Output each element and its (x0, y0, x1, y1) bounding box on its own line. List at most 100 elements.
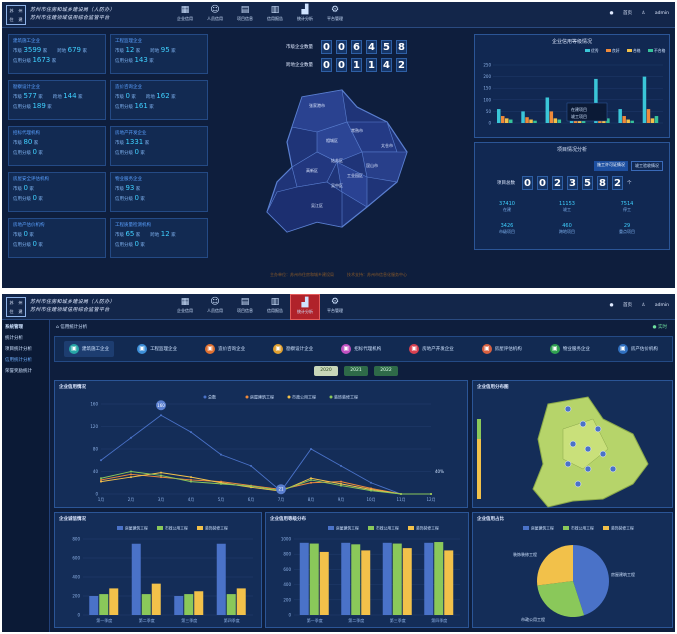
category-tab[interactable]: ▣ 建筑施工企业 (64, 341, 115, 357)
data-point[interactable] (340, 480, 342, 483)
data-point[interactable] (220, 482, 222, 485)
bar[interactable] (89, 596, 99, 615)
sidebar-item-credit-stats[interactable]: 信用统计分析 (5, 358, 32, 363)
nav-project-info[interactable]: ▤ 项目信息 (230, 2, 260, 28)
enterprise-card[interactable]: 建筑施工企业 市级 3599 家 跨地 679 家信用分级 1673 家 (8, 34, 106, 74)
sidebar-item-statistics[interactable]: 统计分析 (5, 336, 23, 341)
year-2022[interactable]: 2022 (374, 366, 398, 376)
bar[interactable] (577, 119, 582, 123)
bar[interactable] (521, 111, 525, 123)
sidebar-item-honor-stats[interactable]: 荣誉奖励统计 (5, 369, 32, 374)
bar[interactable] (351, 544, 361, 615)
data-point[interactable] (130, 476, 132, 479)
user-menu[interactable]: ♙ admin (641, 303, 669, 308)
category-tab[interactable]: ▣ 房屋评估机构 (477, 341, 527, 357)
data-point[interactable] (310, 478, 312, 481)
bar[interactable] (309, 543, 319, 615)
enterprise-card[interactable]: 房地产开发企业 市级 1331 家信用分级 0 家 (110, 126, 208, 166)
nav-project-info[interactable]: ▤ 项目信息 (230, 294, 260, 320)
construction-permit-tab[interactable]: 施工许可证情况 (594, 161, 628, 171)
data-point[interactable] (100, 477, 102, 480)
bar[interactable] (141, 594, 151, 615)
bar[interactable] (424, 542, 434, 615)
bar[interactable] (382, 542, 392, 615)
category-tab[interactable]: ▣ 物业服务企业 (545, 341, 595, 357)
bar[interactable] (109, 588, 119, 615)
data-point[interactable] (190, 476, 192, 479)
enterprise-card[interactable]: 工程监理企业 市级 12 家 跨地 95 家信用分级 143 家 (110, 34, 208, 74)
data-point[interactable] (190, 431, 192, 434)
bar[interactable] (236, 588, 246, 615)
data-point[interactable] (310, 477, 312, 480)
pie-slice[interactable] (573, 545, 609, 616)
nav-enterprise-credit[interactable]: ▦ 企业信用 (170, 294, 200, 320)
bar[interactable] (642, 76, 647, 123)
bar[interactable] (434, 542, 444, 615)
bar[interactable] (402, 548, 412, 615)
data-point[interactable] (130, 436, 132, 439)
data-point[interactable] (160, 474, 162, 477)
map-pin-icon[interactable] (609, 465, 617, 473)
credit-distribution-map[interactable] (473, 389, 674, 509)
data-point[interactable] (190, 480, 192, 483)
bar[interactable] (131, 543, 141, 615)
data-point[interactable] (310, 448, 312, 450)
pie-slice[interactable] (537, 581, 585, 617)
bar[interactable] (444, 550, 454, 615)
data-point[interactable] (160, 414, 162, 417)
bar[interactable] (549, 111, 554, 123)
bar[interactable] (606, 118, 610, 123)
bar[interactable] (184, 594, 194, 615)
data-point[interactable] (340, 482, 342, 485)
bar[interactable] (553, 118, 558, 123)
bar[interactable] (529, 119, 533, 123)
nav-platform-admin[interactable]: ⚙ 平台管理 (320, 2, 350, 28)
data-point[interactable] (250, 464, 252, 467)
bar[interactable] (557, 119, 562, 123)
map-pin-icon[interactable] (594, 425, 602, 433)
enterprise-card[interactable]: 物业服务企业 市级 93 家信用分级 0 家 (110, 172, 208, 212)
data-point[interactable] (340, 484, 342, 487)
map-pin-icon[interactable] (574, 480, 582, 488)
nav-platform-admin[interactable]: ⚙ 平台管理 (320, 294, 350, 320)
enterprise-card[interactable]: 招标代理机构 市级 80 家信用分级 0 家 (8, 126, 106, 166)
data-point[interactable] (400, 493, 402, 495)
user-menu[interactable]: ♙ admin (641, 11, 669, 16)
data-point[interactable] (250, 485, 252, 488)
bar[interactable] (216, 543, 226, 615)
year-2020[interactable]: 2020 (314, 366, 338, 376)
data-point[interactable] (130, 473, 132, 476)
bar[interactable] (319, 551, 329, 615)
nav-statistics[interactable]: ▟ 统计分析 (290, 294, 320, 320)
category-tab[interactable]: ▣ 房地产开发企业 (404, 341, 459, 357)
data-point[interactable] (130, 470, 132, 473)
enterprise-card[interactable]: 房屋安全评估机构 市级 0 家信用分级 0 家 (8, 172, 106, 212)
bar[interactable] (194, 591, 204, 615)
bar[interactable] (361, 550, 371, 615)
data-point[interactable] (430, 493, 432, 495)
bar[interactable] (650, 118, 655, 123)
map-pin-icon[interactable] (564, 405, 572, 413)
category-tab[interactable]: ▣ 工程监理企业 (132, 341, 182, 357)
map-pin-icon[interactable] (599, 450, 607, 458)
home-link[interactable]: ● 首页 (609, 11, 632, 16)
data-point[interactable] (370, 489, 372, 492)
completion-accept-tab[interactable]: 竣工验收情况 (631, 161, 663, 171)
bar[interactable] (646, 109, 651, 123)
home-link[interactable]: ● 首页 (609, 303, 632, 308)
bar[interactable] (533, 120, 537, 123)
map-pin-icon[interactable] (569, 440, 577, 448)
enterprise-card[interactable]: 工程质量检测机构 市级 65 家 跨地 12 家信用分级 0 家 (110, 218, 208, 258)
bar[interactable] (497, 109, 501, 123)
data-point[interactable] (100, 459, 102, 462)
bar[interactable] (226, 594, 236, 615)
bar[interactable] (630, 120, 634, 123)
data-point[interactable] (100, 478, 102, 481)
category-tab[interactable]: ▣ 房产估价机构 (613, 341, 663, 357)
bar[interactable] (505, 118, 509, 123)
map-pin-icon[interactable] (579, 420, 587, 428)
bar[interactable] (618, 109, 622, 123)
data-point[interactable] (100, 480, 102, 483)
data-point[interactable] (220, 453, 222, 456)
nav-credit-report[interactable]: ▥ 信用报告 (260, 2, 290, 28)
